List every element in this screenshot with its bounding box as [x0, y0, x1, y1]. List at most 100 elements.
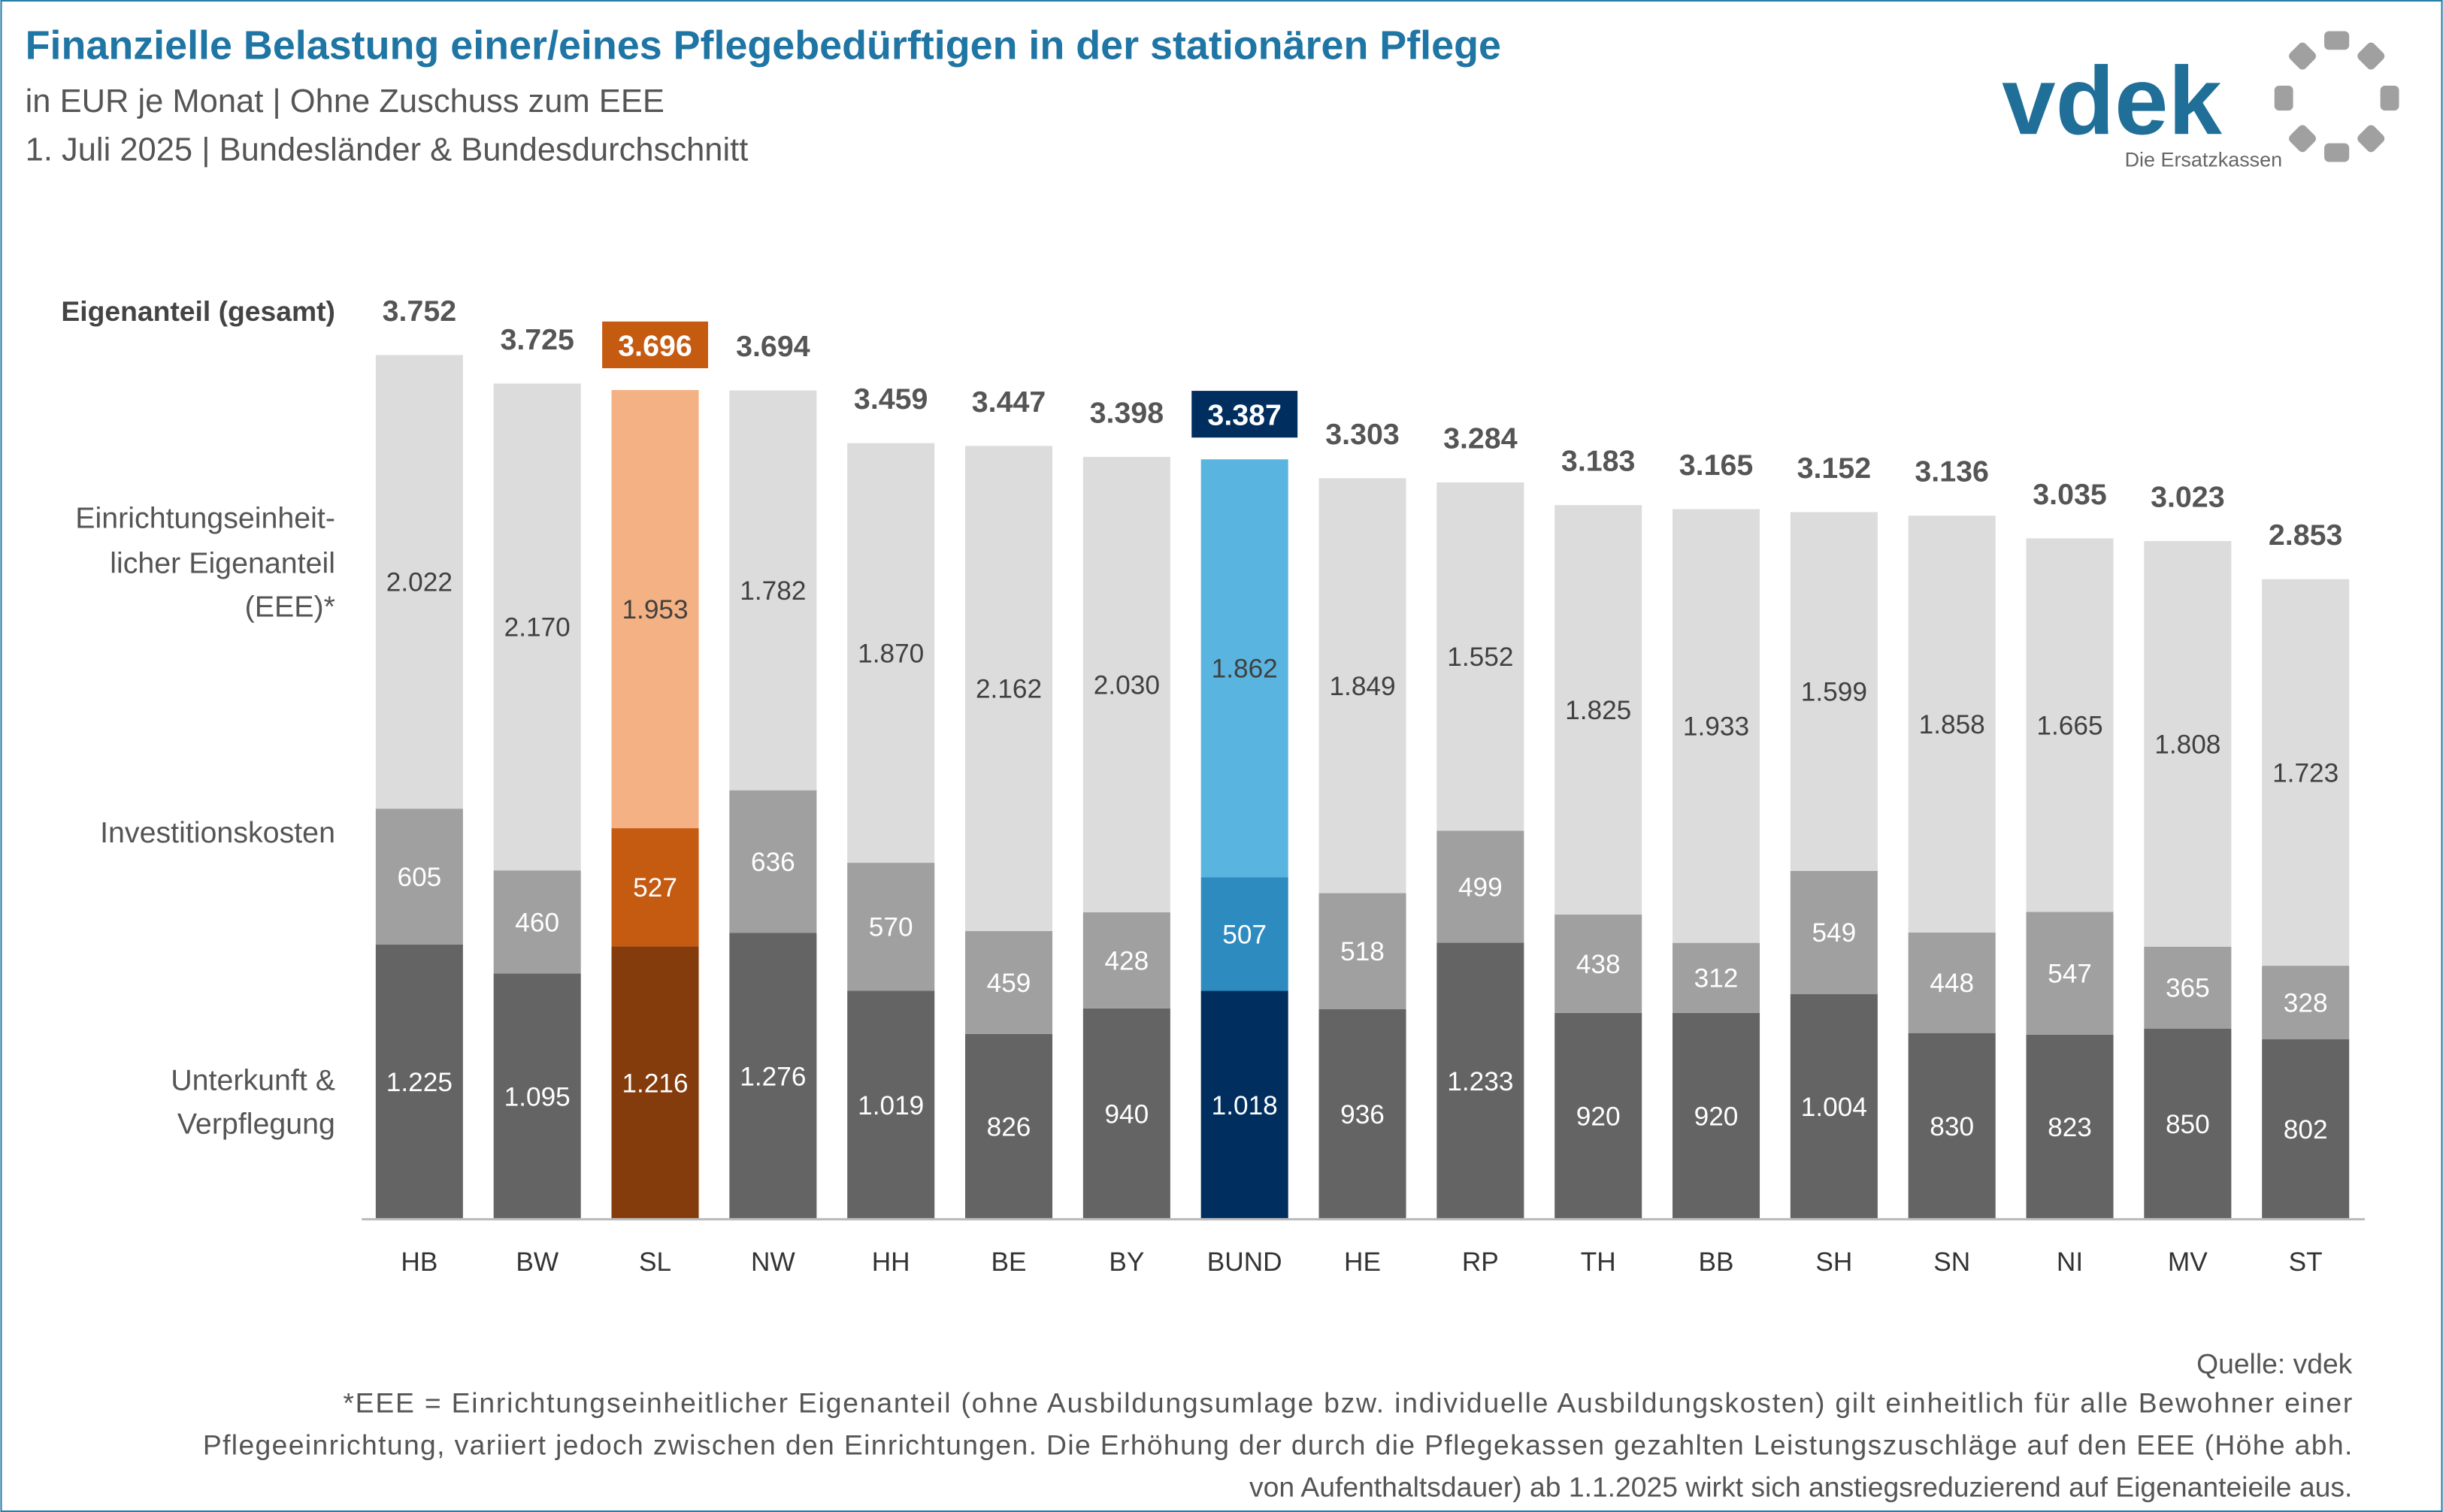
- bar-segment: [1082, 1008, 1170, 1220]
- total-box: [602, 321, 708, 369]
- bar-segment: [611, 828, 699, 947]
- value-label: 920: [1576, 1102, 1621, 1132]
- x-tick-label: HB: [401, 1247, 437, 1277]
- value-label: 1.825: [1565, 696, 1631, 725]
- source: Quelle: vdek: [2196, 1348, 2353, 1380]
- bar-segment: [611, 946, 699, 1220]
- bar-segment: [1436, 942, 1524, 1220]
- value-label: 448: [1930, 969, 1974, 998]
- value-label: 1.216: [622, 1069, 688, 1098]
- value-label: 802: [2284, 1115, 2328, 1145]
- value-label: 1.095: [504, 1082, 571, 1111]
- x-tick-label: BUND: [1207, 1247, 1282, 1277]
- value-label: 459: [987, 969, 1031, 998]
- bar-segment: [2262, 579, 2350, 966]
- bar-segment: [965, 930, 1053, 1034]
- x-tick-label: SL: [639, 1247, 671, 1277]
- bar-segment: [847, 443, 935, 863]
- value-label: 936: [1340, 1100, 1385, 1129]
- value-label: 826: [987, 1113, 1031, 1142]
- bar-segment: [1200, 459, 1288, 878]
- bar-segment: [2144, 540, 2232, 947]
- footnote: *EEE = Einrichtungseinheitlicher Eigenan…: [343, 1387, 2352, 1418]
- x-tick-label: RP: [1462, 1247, 1499, 1277]
- value-label: 823: [2048, 1113, 2092, 1142]
- value-label: 1.933: [1683, 712, 1749, 742]
- x-tick-label: SH: [1815, 1247, 1852, 1277]
- subtitle: 1. Juli 2025 | Bundesländer & Bundesdurc…: [26, 132, 749, 168]
- bar-segment: [1908, 1033, 1996, 1220]
- total-label: 3.459: [854, 383, 928, 416]
- total-label: 3.136: [1915, 455, 1989, 488]
- x-tick-label: NW: [751, 1247, 795, 1277]
- value-label: 1.858: [1919, 710, 1985, 739]
- total-label: 2.853: [2269, 519, 2342, 552]
- value-label: 830: [1930, 1112, 1974, 1142]
- bar-segment: [1790, 512, 1878, 871]
- bar-segment: [1554, 505, 1642, 915]
- x-tick-label: SN: [1933, 1247, 1970, 1277]
- x-tick-label: TH: [1581, 1247, 1616, 1277]
- value-label: 547: [2048, 960, 2092, 989]
- bar-segment: [1908, 932, 1996, 1033]
- bar-segment: [375, 355, 463, 809]
- value-label: 1.723: [2272, 758, 2339, 788]
- value-label: 499: [1458, 872, 1503, 902]
- value-label: 2.022: [386, 568, 453, 597]
- x-tick-label: ST: [2289, 1247, 2323, 1277]
- x-tick-label: NI: [2057, 1247, 2083, 1277]
- value-label: 2.170: [504, 613, 571, 643]
- bar-segment: [1908, 516, 1996, 933]
- bar-segment: [2026, 912, 2114, 1035]
- total-box: [1191, 391, 1298, 438]
- total-label: 3.398: [1090, 396, 1164, 429]
- total-label: 3.387: [1207, 399, 1282, 432]
- total-label: 3.725: [500, 323, 574, 356]
- bar-segment: [729, 933, 817, 1220]
- bar-segment: [1672, 1012, 1760, 1220]
- value-label: 1.276: [740, 1062, 806, 1091]
- value-label: 920: [1694, 1102, 1739, 1132]
- bar-segment: [1672, 509, 1760, 943]
- bar-segment: [1436, 482, 1524, 831]
- bar-segment: [1082, 456, 1170, 913]
- value-label: 1.018: [1212, 1091, 1278, 1120]
- bar-segment: [1318, 1009, 1406, 1220]
- value-label: 527: [633, 873, 677, 903]
- value-label: 438: [1576, 950, 1621, 979]
- bar-segment: [2144, 1028, 2232, 1220]
- value-label: 1.019: [858, 1091, 924, 1120]
- total-label: 3.303: [1325, 418, 1400, 451]
- bar-segment: [2144, 946, 2232, 1029]
- legend-label: Einrichtungseinheit-licher Eigenanteil (E…: [75, 501, 335, 623]
- value-label: 1.665: [2036, 711, 2102, 740]
- legend-title: Eigenanteil (gesamt): [61, 295, 335, 327]
- total-label: 3.023: [2151, 480, 2224, 513]
- value-label: 1.808: [2154, 730, 2220, 759]
- footnote: Pflegeeinrichtung, variiert jedoch zwisc…: [203, 1429, 2352, 1460]
- value-label: 460: [515, 908, 559, 937]
- value-label: 1.849: [1329, 672, 1395, 701]
- footnote: von Aufenthaltsdauer) ab 1.1.2025 wirkt …: [1249, 1471, 2352, 1502]
- bar-segment: [965, 1033, 1053, 1220]
- bar-segment: [2026, 1034, 2114, 1220]
- bar-segment: [375, 944, 463, 1220]
- value-label: 518: [1340, 937, 1385, 966]
- bar-segment: [1082, 912, 1170, 1009]
- total-label: 3.694: [736, 330, 810, 363]
- bar-segment: [611, 390, 699, 829]
- bar-segment: [1318, 893, 1406, 1010]
- value-label: 1.599: [1801, 678, 1867, 707]
- total-label: 3.035: [2033, 478, 2107, 511]
- logo-tagline: Die Ersatzkassen: [2125, 149, 2282, 171]
- bar-segment: [1790, 870, 1878, 994]
- value-label: 1.862: [1212, 655, 1278, 684]
- value-label: 365: [2166, 974, 2210, 1003]
- total-label: 3.183: [1561, 445, 1636, 478]
- value-label: 2.162: [976, 675, 1042, 704]
- bar-segment: [1672, 942, 1760, 1013]
- bar-segment: [375, 809, 463, 945]
- bar-segment: [847, 990, 935, 1220]
- subtitle: in EUR je Monat | Ohne Zuschuss zum EEE: [26, 83, 664, 119]
